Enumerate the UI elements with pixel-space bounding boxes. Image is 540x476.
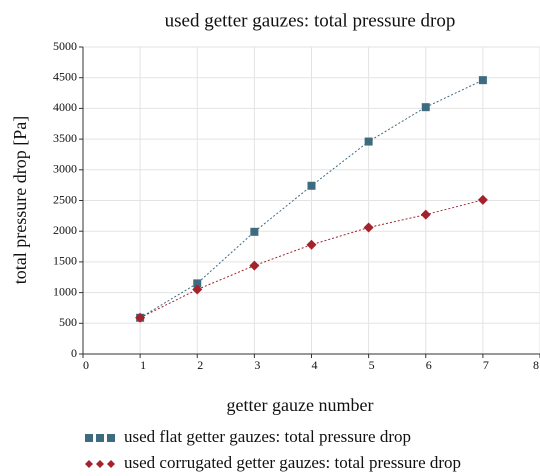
legend-marker [85,434,93,442]
x-tick-label: 3 [254,358,260,372]
x-tick-label: 0 [83,358,89,372]
marker [420,209,431,220]
y-tick-label: 3500 [53,131,77,145]
marker [250,227,259,236]
y-tick-label: 2500 [53,192,77,206]
y-tick-label: 500 [59,315,77,329]
x-tick-label: 8 [533,358,539,372]
marker [477,194,488,205]
x-axis-label: getter gauze number [227,395,374,415]
y-tick-label: 1500 [53,254,77,268]
x-tick-label: 2 [197,358,203,372]
marker [249,260,260,271]
legend-marker [96,434,104,442]
chart-title: used getter gauzes: total pressure drop [165,10,456,31]
legend-label: used flat getter gauzes: total pressure … [124,427,411,446]
y-tick-label: 3000 [53,162,77,176]
y-tick-label: 5000 [53,39,77,53]
y-tick-label: 0 [71,346,77,360]
y-axis-label: total pressure drop [Pa] [10,116,30,284]
x-tick-label: 4 [312,358,318,372]
y-tick-label: 4500 [53,69,77,83]
marker [478,76,487,85]
legend-marker [96,460,104,468]
legend-marker [85,460,93,468]
x-tick-label: 1 [140,358,146,372]
marker [135,312,146,323]
y-tick-label: 4000 [53,100,77,114]
marker [306,239,317,250]
x-tick-label: 5 [369,358,375,372]
marker [363,222,374,233]
marker [421,103,430,112]
marker [364,137,373,146]
y-tick-label: 2000 [53,223,77,237]
marker [307,181,316,190]
marker [193,279,202,288]
y-tick-label: 1000 [53,284,77,298]
x-tick-label: 7 [483,358,489,372]
legend-marker [107,434,115,442]
legend-marker [107,460,115,468]
legend-label: used corrugated getter gauzes: total pre… [124,453,461,472]
marker [192,284,203,295]
x-tick-label: 6 [426,358,432,372]
